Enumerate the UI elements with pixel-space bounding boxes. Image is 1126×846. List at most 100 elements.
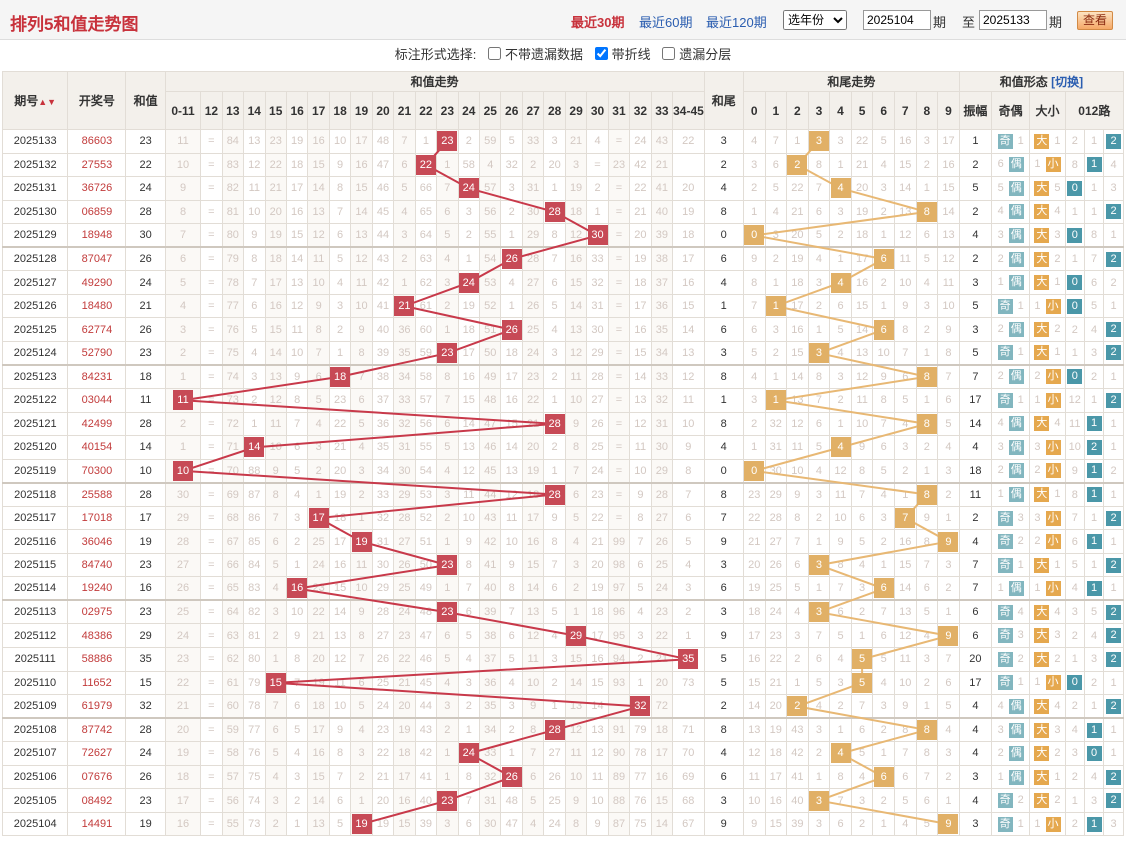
tail-trend-cell: 10 (893, 270, 917, 295)
tail-trend-cell: 43 (786, 717, 809, 743)
sum-trend-cell: 11 (564, 741, 588, 766)
sum-trend-cell: 38 (650, 246, 674, 272)
tail-trend-cell: 5 (829, 317, 852, 342)
route-012-tag: 0 (1086, 745, 1102, 761)
tail-cell: 3 (703, 788, 744, 813)
route-012-tag: 2 (1086, 439, 1102, 455)
sum-trend-cell: 2 (672, 599, 705, 625)
layer-checkbox[interactable] (662, 47, 676, 60)
switch-link[interactable]: [切换] (1051, 75, 1084, 89)
tail-trend-cell: 1 (872, 552, 895, 578)
view-button[interactable]: 查看 (1077, 11, 1113, 30)
sum-trend-cell: 55 (221, 811, 245, 837)
route-012-cell: 1 (1083, 552, 1105, 578)
tail-cell: 3 (703, 599, 744, 625)
sum-trend-cell: 15 (564, 647, 588, 672)
tail-trend-cell: 17 (937, 129, 960, 154)
sum-trend-cell: 44 (479, 481, 502, 507)
period-30-link[interactable]: 最近30期 (571, 15, 625, 30)
sum-trend-cell: 12 (328, 647, 352, 672)
odd-even-tag: 偶 (1008, 180, 1024, 196)
tail-trend-cell: 8 (829, 552, 852, 578)
sum-trend-cell: 21 (564, 129, 588, 154)
from-period-input[interactable] (863, 10, 931, 30)
sum-trend-cell: 77 (629, 764, 652, 790)
sum-trend-cell: 15 (264, 317, 287, 342)
big-small-tag: 小 (1045, 463, 1061, 479)
year-select[interactable]: 选年份 (783, 10, 847, 30)
period-60-link[interactable]: 最近60期 (639, 15, 693, 30)
sum-trend-cell: 6 (307, 363, 330, 390)
tail-col-header: 8 (915, 91, 939, 130)
sum-trend-cell: 10 (243, 199, 266, 225)
sum-trend-cell: 18 (564, 199, 588, 225)
sum-trend-cell: 98 (607, 552, 631, 578)
route-012-cell: 5 (1064, 552, 1085, 578)
big-small-omit: 1 (1034, 676, 1041, 689)
table-row: 2025109 61979 32 21 = 60 78 7 6 18 10 5 24 20 44 3 2 35 3 9… (1, 694, 1124, 719)
sum-trend-cell: 17 (393, 764, 416, 790)
route-012-tag: 1 (1086, 416, 1102, 432)
col-period[interactable]: 期号▲▼ (1, 71, 69, 130)
to-period-input[interactable] (979, 10, 1047, 30)
route-012-cell: 4 (1103, 152, 1124, 178)
big-small-omit: 3 (1054, 723, 1061, 736)
col-draw: 开奖号 (67, 71, 127, 130)
tail-trend-cell: 7 (893, 340, 917, 366)
sum-trend-cell: 24 (543, 811, 566, 837)
sum-cell: 35 (125, 647, 166, 672)
period-120-link[interactable]: 最近120期 (706, 15, 767, 30)
draw-number-cell: 36046 (67, 529, 127, 554)
sum-trend-cell: 9 (264, 458, 287, 484)
tail-trend-cell: 31 (764, 435, 788, 460)
sum-trend-cell: 1 (164, 363, 202, 390)
tail-hit-marker: 9 (938, 814, 959, 835)
option-no-omit[interactable]: 不带遗漏数据 (487, 44, 583, 63)
sum-trend-cell: 4 (457, 647, 481, 672)
draw-number-cell: 40154 (67, 435, 127, 460)
option-line[interactable]: 带折线 (594, 44, 651, 63)
odd-even-tag: 奇 (997, 557, 1013, 573)
tail-trend-cell: 5 (872, 647, 895, 672)
sum-trend-cell: 9 (586, 811, 609, 837)
tail-cell: 8 (703, 717, 744, 743)
option-layer[interactable]: 遗漏分层 (662, 44, 731, 63)
sum-trend-cell: 43 (414, 717, 438, 743)
sum-trend-cell: 16 (564, 246, 588, 272)
sum-trend-cell: 6 (672, 505, 705, 531)
big-small-omit: 2 (1054, 323, 1061, 336)
route-012-tag: 2 (1106, 251, 1122, 267)
sum-trend-cell: 7 (436, 388, 459, 413)
route-012-cell: 1 (1083, 388, 1105, 413)
route-012-cell: 2 (1103, 458, 1124, 484)
sum-trend-cell: 19 (371, 811, 395, 837)
tail-hit-cell: 1 (764, 293, 788, 319)
sum-trend-cell: 7 (350, 363, 373, 390)
sort-icon[interactable]: ▲▼ (38, 97, 57, 107)
sum-cell: 23 (125, 552, 166, 578)
sum-trend-cell: 76 (243, 741, 266, 766)
tail-trend-cell: 5 (937, 694, 960, 719)
sum-trend-cell: 19 (164, 741, 202, 766)
route-012-cell: 1 (1083, 576, 1105, 601)
tail-trend-cell: 1 (807, 317, 831, 342)
no-omit-checkbox[interactable] (487, 47, 501, 60)
sum-trend-cell: 42 (479, 529, 502, 554)
route-012-cell: 1 (1083, 176, 1105, 201)
sum-trend-cell: 28 (650, 481, 674, 507)
sum-trend-cell: 21 (650, 647, 674, 672)
tail-trend-cell: 14 (850, 317, 874, 342)
sum-trend-cell: 32 (586, 270, 609, 295)
sum-trend-cell: 26 (586, 411, 609, 437)
sum-trend-cell: 53 (414, 481, 438, 507)
sum-col-header: 27 (521, 91, 545, 130)
route-012-cell: 2 (1103, 788, 1124, 813)
tail-hit-marker: 0 (744, 460, 765, 481)
odd-even-tag: 偶 (1008, 204, 1024, 220)
line-checkbox[interactable] (594, 47, 608, 60)
